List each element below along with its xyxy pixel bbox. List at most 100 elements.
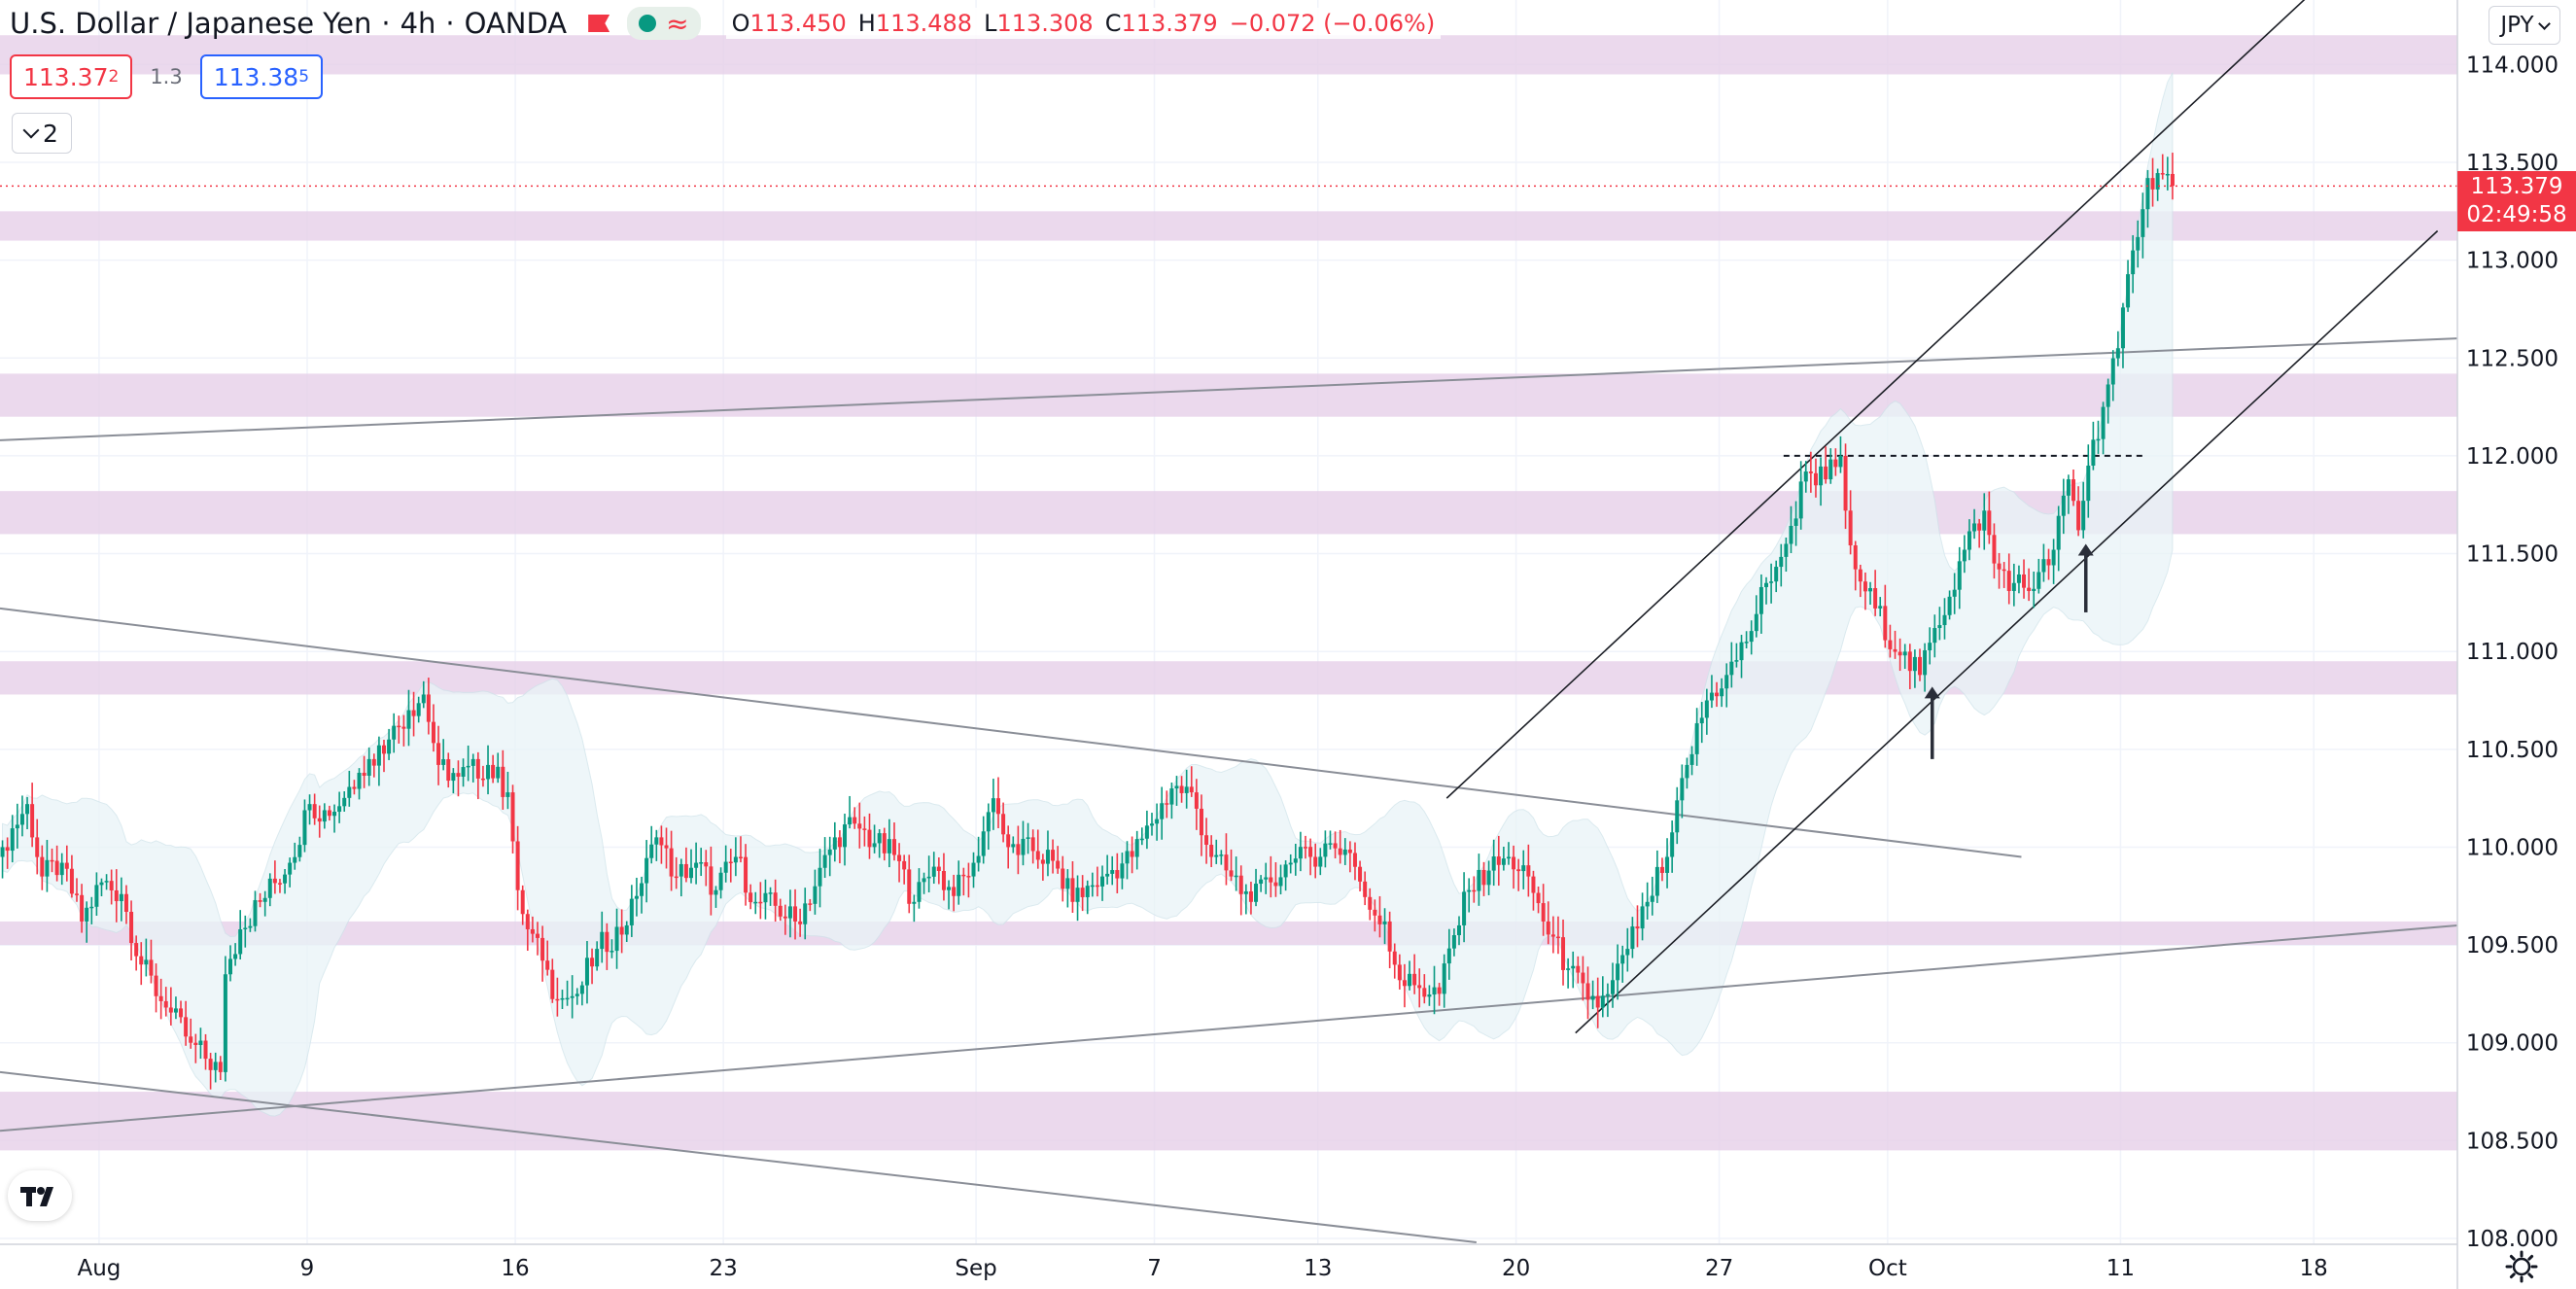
- candle-body: [867, 829, 872, 848]
- candle: [1942, 598, 1947, 640]
- candle-body: [25, 804, 30, 815]
- candle-body: [456, 773, 461, 777]
- candle: [679, 858, 683, 897]
- candle-body: [1288, 862, 1293, 865]
- candle: [1654, 850, 1659, 903]
- candle: [1347, 841, 1352, 873]
- candle-body: [362, 772, 366, 776]
- candle-body: [406, 710, 411, 729]
- candle-body: [1536, 892, 1541, 904]
- candle-body: [426, 694, 431, 722]
- candle: [2036, 558, 2041, 594]
- candle-body: [123, 893, 128, 912]
- candle-body: [184, 1017, 189, 1037]
- time-tick-label: Oct: [1868, 1256, 1907, 1281]
- candle-body: [1665, 856, 1670, 873]
- candle: [371, 753, 376, 778]
- candle-body: [1902, 651, 1907, 656]
- candle-body: [228, 958, 232, 975]
- candle: [35, 819, 40, 875]
- candle: [426, 678, 431, 735]
- candle: [1512, 845, 1516, 889]
- candle-body: [897, 854, 902, 861]
- candle-body: [1085, 886, 1090, 897]
- candle: [1382, 908, 1387, 945]
- candle-body: [619, 926, 624, 935]
- candle: [683, 847, 688, 883]
- candle-body: [1352, 853, 1357, 867]
- market-status-pill[interactable]: ≈: [627, 7, 701, 40]
- candle-body: [882, 833, 887, 854]
- candle-body: [129, 911, 134, 944]
- candle: [1402, 963, 1407, 1008]
- candle: [2016, 565, 2021, 594]
- interval-label[interactable]: 4h: [400, 7, 436, 40]
- candle-body: [1923, 649, 1928, 676]
- candle-body: [64, 862, 69, 869]
- candle: [1576, 956, 1581, 984]
- candle-body: [1090, 885, 1095, 888]
- candle: [2066, 474, 2071, 514]
- candle-body: [1600, 995, 1605, 1008]
- support-resistance-zone: [0, 921, 2457, 946]
- settings-gear-icon[interactable]: [2505, 1250, 2538, 1283]
- buy-button[interactable]: 113.38 5: [199, 54, 324, 99]
- candle-body: [590, 958, 595, 967]
- candle-body: [941, 871, 946, 890]
- candle-body: [382, 745, 386, 754]
- candle: [416, 696, 421, 723]
- candle-body: [728, 861, 733, 864]
- candle: [1308, 838, 1313, 876]
- candle: [1561, 919, 1566, 986]
- candle-body: [669, 848, 674, 877]
- candle: [1843, 443, 1848, 530]
- candle: [1650, 876, 1654, 916]
- candle-body: [347, 786, 352, 798]
- candle: [208, 1053, 213, 1090]
- candle-body: [1243, 890, 1248, 894]
- candle-body: [491, 764, 496, 779]
- candle: [1724, 663, 1729, 708]
- candle: [411, 691, 416, 737]
- candle: [1248, 882, 1253, 915]
- candle: [2091, 421, 2096, 470]
- candle-body: [699, 861, 704, 864]
- candle: [1680, 764, 1685, 819]
- candle-body: [961, 874, 966, 877]
- currency-dropdown[interactable]: JPY: [2489, 6, 2560, 45]
- candle: [649, 825, 654, 864]
- candle-body: [1635, 926, 1640, 929]
- candle-body: [189, 1036, 193, 1043]
- candle: [1318, 848, 1323, 876]
- candle: [2041, 543, 2046, 582]
- indicators-toggle-button[interactable]: 2: [12, 113, 72, 154]
- candle-body: [689, 867, 693, 879]
- candle: [1437, 983, 1442, 1006]
- candle: [783, 904, 787, 935]
- candle: [897, 843, 902, 883]
- candle: [15, 803, 19, 849]
- candle-body: [451, 773, 456, 782]
- candle: [1323, 830, 1328, 868]
- candle-body: [283, 874, 288, 884]
- candle-body: [2027, 587, 2032, 591]
- candle: [25, 796, 30, 830]
- candle-body: [470, 758, 475, 766]
- flag-icon[interactable]: [588, 15, 610, 32]
- price-tick-label: 112.000: [2466, 444, 2559, 470]
- candle: [1016, 825, 1021, 875]
- symbol-name[interactable]: U.S. Dollar / Japanese Yen: [10, 7, 372, 40]
- candle: [1045, 830, 1050, 877]
- candle: [104, 874, 109, 890]
- candle-body: [258, 900, 262, 902]
- candle-body: [957, 874, 961, 896]
- time-tick-label: 18: [2300, 1256, 2328, 1281]
- candle-body: [748, 892, 753, 903]
- sell-button[interactable]: 113.37 2: [10, 54, 133, 99]
- candle: [1417, 968, 1422, 1008]
- candle: [421, 680, 426, 709]
- tradingview-logo[interactable]: [8, 1170, 72, 1221]
- candle-body: [778, 905, 783, 917]
- symbol-header[interactable]: U.S. Dollar / Japanese Yen · 4h · OANDA …: [10, 4, 1442, 43]
